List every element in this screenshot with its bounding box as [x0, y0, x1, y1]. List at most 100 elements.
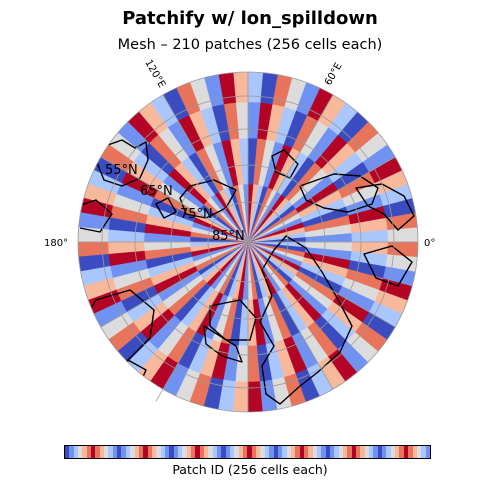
meridian: [100, 156, 249, 243]
colorbar: [64, 445, 431, 459]
colorbar-swatch: [186, 446, 191, 458]
colorbar-swatch: [108, 446, 113, 458]
colorbar-swatch: [91, 446, 96, 458]
meridian: [162, 241, 249, 390]
chart-title: Patchify w/ lon_spilldown: [122, 8, 378, 29]
colorbar-swatch: [234, 446, 239, 458]
colorbar-swatch: [316, 446, 322, 458]
colorbar-swatch: [299, 446, 304, 458]
colorbar-swatch: [351, 446, 357, 458]
colorbar-swatch: [164, 446, 170, 458]
colorbar-swatch: [308, 446, 313, 458]
chart-subtitle: Mesh – 210 patches (256 cells each): [117, 37, 383, 53]
meridian-label: 0°: [424, 238, 435, 249]
coastline: [179, 179, 237, 219]
colorbar-swatch: [104, 446, 109, 458]
colorbar-swatch: [312, 446, 317, 458]
grid-labels: 55°N65°N 75°N 85°N 120°E 60°E 180° 0°: [44, 58, 435, 249]
colorbar-swatch: [369, 446, 374, 458]
colorbar-swatch: [251, 446, 257, 458]
colorbar-swatch: [360, 446, 365, 458]
colorbar-swatch: [282, 446, 287, 458]
colorbar-swatch: [151, 446, 157, 458]
colorbar-swatch: [156, 446, 161, 458]
colorbar-swatch: [373, 446, 378, 458]
coastline: [203, 325, 243, 363]
colorbar-swatch: [329, 446, 335, 458]
colorbar-swatch: [260, 446, 265, 458]
colorbar-swatch: [269, 446, 274, 458]
colorbar-swatch: [112, 446, 118, 458]
coastline: [78, 199, 113, 233]
patch-cell: [247, 72, 264, 103]
coastline: [95, 139, 149, 187]
patch-cell: [247, 381, 264, 412]
colorbar-swatch: [347, 446, 352, 458]
meridian-label: 60°E: [323, 61, 345, 87]
colorbar-swatch: [182, 446, 187, 458]
patch-cell: [78, 226, 109, 243]
colorbar-swatch: [217, 446, 222, 458]
colorbar-swatch: [134, 446, 139, 458]
colorbar-swatch: [247, 446, 252, 458]
graticule: [77, 71, 419, 413]
colorbar-swatch: [78, 446, 83, 458]
colorbar-swatch: [73, 446, 79, 458]
colorbar-label: Patch ID (256 cells each): [172, 462, 328, 477]
colorbar-swatch: [160, 446, 165, 458]
colorbar-swatch: [121, 446, 126, 458]
patch-cell: [78, 241, 109, 258]
colorbar-swatch: [212, 446, 218, 458]
latitude-label: 65°N: [140, 184, 173, 199]
coastline: [355, 183, 415, 231]
colorbar-swatch: [338, 446, 343, 458]
latitude-label: 55°N: [105, 163, 138, 178]
meridian-label: 120°E: [142, 58, 167, 90]
meridian: [247, 156, 396, 243]
colorbar-swatch: [204, 446, 209, 458]
colorbar-swatch: [356, 446, 361, 458]
latitude-label: 75°N: [180, 207, 213, 222]
colorbar-swatch: [343, 446, 348, 458]
colorbar-swatch: [273, 446, 278, 458]
colorbar-swatch: [99, 446, 105, 458]
patch-layer: [78, 72, 418, 412]
colorbar-swatch: [425, 446, 430, 458]
colorbar-swatch: [173, 446, 178, 458]
colorbar-swatch: [130, 446, 135, 458]
colorbar-swatch: [243, 446, 248, 458]
colorbar-swatch: [125, 446, 131, 458]
colorbar-swatch: [382, 446, 387, 458]
colorbar-swatch: [364, 446, 370, 458]
colorbar-swatch: [295, 446, 300, 458]
colorbar-swatch: [277, 446, 283, 458]
colorbar-swatch: [286, 446, 291, 458]
colorbar-swatch: [199, 446, 204, 458]
colorbar-swatch: [408, 446, 413, 458]
meridian: [100, 241, 249, 328]
meridian-label: 180°: [44, 238, 68, 249]
colorbar-swatch: [386, 446, 391, 458]
colorbar-swatch: [230, 446, 235, 458]
meridian: [247, 241, 396, 328]
meridian: [247, 241, 334, 390]
coastline: [259, 235, 353, 405]
colorbar-swatch: [65, 446, 70, 458]
colorbar-swatch: [117, 446, 122, 458]
colorbar-swatch: [95, 446, 100, 458]
colorbar-swatch: [395, 446, 400, 458]
colorbar-swatch: [399, 446, 404, 458]
colorbar-swatch: [334, 446, 339, 458]
colorbar-swatch: [86, 446, 92, 458]
colorbar-swatch: [190, 446, 196, 458]
colorbar-swatch: [225, 446, 231, 458]
meridian: [162, 94, 249, 243]
colorbar-swatch: [403, 446, 409, 458]
colorbar-swatch: [321, 446, 326, 458]
coastline: [155, 197, 177, 219]
colorbar-swatch: [264, 446, 270, 458]
meridian-tick: [155, 389, 164, 402]
colorbar-swatch: [290, 446, 296, 458]
colorbar-swatch: [138, 446, 144, 458]
colorbar-swatch: [69, 446, 74, 458]
